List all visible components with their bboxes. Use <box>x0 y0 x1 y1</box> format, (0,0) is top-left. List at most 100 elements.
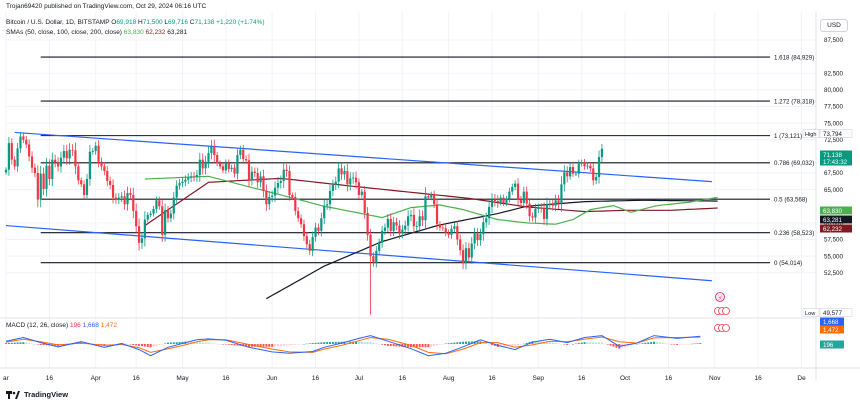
candle-body <box>109 180 112 185</box>
macd-histogram-bar <box>106 344 109 346</box>
macd-histogram-bar <box>282 344 285 346</box>
macd-histogram-bar <box>485 343 488 344</box>
candle-body <box>204 161 207 169</box>
macd-histogram-bar <box>537 341 540 344</box>
candle-body <box>418 216 421 227</box>
candle-body <box>476 233 479 241</box>
candle-body <box>181 181 184 183</box>
candle-body <box>218 163 222 167</box>
price-badge <box>820 206 852 215</box>
candle-body <box>71 149 74 151</box>
candle-body <box>135 210 138 227</box>
event-flash-icon <box>715 292 725 302</box>
macd-histogram-bar <box>684 344 687 345</box>
fib-level-label: 1.618 (84,929) <box>774 54 814 61</box>
candle-body <box>346 171 349 185</box>
time-tick-label: 16 <box>665 375 673 382</box>
candle-body <box>453 226 456 229</box>
macd-histogram-bar <box>569 344 572 345</box>
macd-histogram-bar <box>592 342 595 344</box>
price-tick-label: 72,500 <box>824 137 843 144</box>
candle-body <box>566 172 569 177</box>
candle-body <box>482 222 485 235</box>
macd-histogram-bar <box>366 342 369 344</box>
price-tick-label: 67,500 <box>824 170 843 177</box>
candle-body <box>435 204 439 225</box>
macd-histogram-bar <box>195 342 198 344</box>
candle-body <box>132 194 135 211</box>
price-badge-value: 71,138 <box>823 152 842 159</box>
candle-body <box>297 210 300 219</box>
candle-body <box>421 216 424 221</box>
macd-histogram-bar <box>427 344 430 348</box>
candle-body <box>577 163 580 174</box>
macd-histogram-bar <box>138 344 141 346</box>
macd-histogram-bar <box>357 341 360 344</box>
price-tick-label: 65,000 <box>824 187 843 194</box>
candle-body <box>80 180 83 185</box>
macd-histogram-bar <box>467 341 470 344</box>
macd-histogram-bar <box>560 344 563 345</box>
macd-histogram-bar <box>51 344 54 346</box>
currency-button[interactable]: USD <box>820 19 848 32</box>
macd-histogram-bar <box>259 344 262 347</box>
candle-body <box>262 176 265 191</box>
time-tick-label: Jun <box>267 375 278 382</box>
candle-body <box>389 218 392 231</box>
price-tick-label: 57,500 <box>824 237 843 244</box>
candle-body <box>88 151 91 179</box>
candle-body <box>97 145 100 162</box>
macd-histogram-bar <box>16 342 19 344</box>
macd-histogram-bar <box>517 344 520 346</box>
macd-histogram-bar <box>395 344 398 347</box>
candle-body <box>386 218 389 228</box>
high-value: 71,500 <box>142 19 163 26</box>
sma-label: SMAs (50, close, 100, close, 200, close) <box>6 29 122 36</box>
macd-histogram-bar <box>355 341 358 344</box>
candle-body <box>299 218 303 225</box>
candle-body <box>409 214 413 217</box>
macd-histogram-bar <box>326 342 329 344</box>
candle-body <box>519 199 523 203</box>
candle-body <box>357 182 361 195</box>
macd-histogram-bar <box>453 342 456 344</box>
price-tick-label: 80,000 <box>824 87 843 94</box>
tradingview-logo[interactable]: TradingView <box>6 390 68 399</box>
symbol-name: Bitcoin / U.S. Dollar, 1D, BITSTAMP <box>6 19 110 26</box>
fib-level-label: 1 (73,121) <box>774 133 802 140</box>
candle-body <box>36 173 39 200</box>
macd-histogram-bar <box>641 343 644 344</box>
candle-body <box>120 196 123 198</box>
macd-histogram-bar <box>152 344 155 347</box>
macd-histogram-bar <box>635 344 638 345</box>
candle-body <box>433 194 436 205</box>
candle-body <box>401 229 404 234</box>
low-value: 69,716 <box>168 19 188 26</box>
candle-body <box>493 199 496 201</box>
macd-histogram-bar <box>369 342 372 344</box>
macd-histogram-bar <box>346 341 349 344</box>
price-tick-label: 87,500 <box>824 37 843 44</box>
macd-histogram-bar <box>609 344 612 346</box>
macd-histogram-bar <box>470 341 473 344</box>
candle-body <box>103 166 106 172</box>
macd-histogram-bar <box>22 342 25 344</box>
candle-body <box>106 171 109 181</box>
macd-event-icon <box>722 324 730 332</box>
macd-histogram-bar <box>690 343 693 345</box>
candle-body <box>178 182 181 186</box>
high-label: H <box>138 19 143 26</box>
macd-histogram-bar <box>317 342 320 344</box>
macd-histogram-bar <box>681 344 684 345</box>
candle-body <box>502 197 505 203</box>
candle-body <box>378 242 381 251</box>
candle-body <box>242 149 245 160</box>
candle-body <box>528 203 531 217</box>
macd-histogram-bar <box>268 344 271 347</box>
price-badge <box>819 308 853 317</box>
candle-body <box>210 146 213 154</box>
macd-histogram-bar <box>595 342 598 344</box>
macd-histogram-bar <box>288 344 291 346</box>
candle-body <box>265 190 268 205</box>
